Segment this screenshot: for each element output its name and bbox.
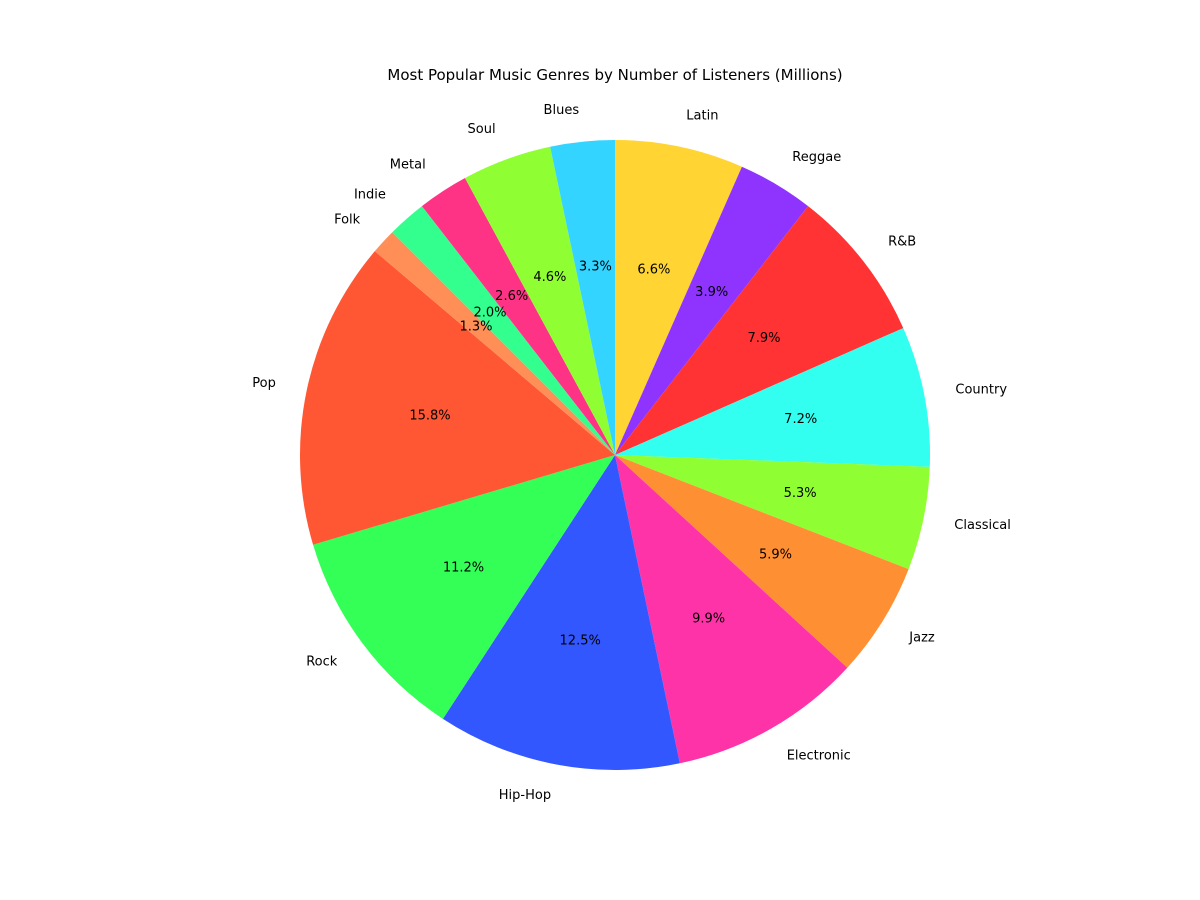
label-country: Country <box>955 383 1007 398</box>
label-pop: Pop <box>252 376 276 391</box>
percent-rock: 11.2% <box>443 561 484 576</box>
slice-rock <box>313 455 615 719</box>
slice-jazz <box>615 455 909 668</box>
slice-latin <box>615 140 742 455</box>
percent-latin: 6.6% <box>637 263 670 278</box>
label-rock: Rock <box>306 655 338 670</box>
slice-percent-labels: 6.6% 3.9% 7.9% 7.2% 5.3% 5.9% 9.9% 12.5% 11.2% 15… <box>409 260 817 649</box>
percent-folk: 1.3% <box>459 319 492 334</box>
percent-soul: 4.6% <box>533 270 566 285</box>
label-metal: Metal <box>390 157 426 172</box>
slice-country <box>615 328 931 467</box>
percent-hip-hop: 12.5% <box>560 633 601 648</box>
label-soul: Soul <box>468 122 496 137</box>
slice-electronic <box>615 455 848 764</box>
percent-metal: 2.6% <box>495 289 528 304</box>
label-blues: Blues <box>544 103 580 118</box>
label-indie: Indie <box>354 188 386 203</box>
slice-reggae <box>615 166 809 455</box>
label-r-b: R&B <box>888 234 916 249</box>
label-reggae: Reggae <box>792 150 841 165</box>
slice-blues <box>550 140 615 455</box>
label-electronic: Electronic <box>787 749 851 764</box>
slice-r-b <box>615 206 904 455</box>
slice-indie <box>392 206 615 455</box>
pie-slices <box>300 140 931 770</box>
percent-country: 7.2% <box>784 412 817 427</box>
slice-folk <box>374 232 615 455</box>
label-jazz: Jazz <box>908 630 935 645</box>
percent-classical: 5.3% <box>784 486 817 501</box>
slice-hip-hop <box>442 455 680 770</box>
percent-indie: 2.0% <box>473 306 506 321</box>
slice-labels: Latin Reggae R&B Country Classical Jazz Electr… <box>252 103 1011 803</box>
percent-pop: 15.8% <box>409 409 450 424</box>
slice-metal <box>421 178 615 455</box>
slice-pop <box>300 251 615 545</box>
slice-soul <box>464 146 615 455</box>
label-hip-hop: Hip-Hop <box>499 788 551 803</box>
slice-classical <box>615 455 930 570</box>
percent-jazz: 5.9% <box>759 547 792 562</box>
percent-blues: 3.3% <box>579 260 612 275</box>
percent-r-b: 7.9% <box>747 331 780 346</box>
percent-electronic: 9.9% <box>692 612 725 627</box>
label-folk: Folk <box>334 213 361 228</box>
label-latin: Latin <box>686 108 718 123</box>
percent-reggae: 3.9% <box>695 285 728 300</box>
chart-title: Most Popular Music Genres by Number of L… <box>387 66 842 84</box>
label-classical: Classical <box>954 518 1011 533</box>
